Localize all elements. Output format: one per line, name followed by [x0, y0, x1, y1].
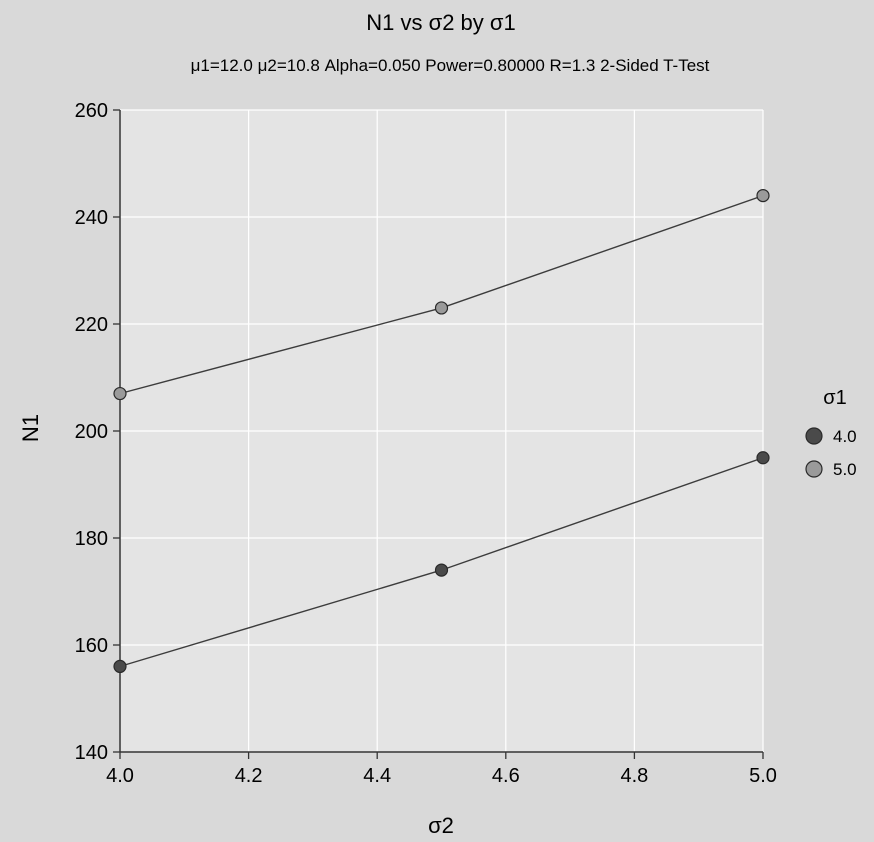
chart-subtitle: μ1=12.0 μ2=10.8 Alpha=0.050 Power=0.8000…: [191, 56, 710, 75]
legend-title: σ1: [823, 387, 846, 409]
x-tick-label: 5.0: [749, 765, 777, 787]
chart-title: N1 vs σ2 by σ1: [366, 10, 515, 35]
legend-marker: [805, 427, 823, 445]
series-layer: [113, 189, 770, 674]
y-tick-label: 140: [75, 742, 108, 764]
data-point-5-0: [434, 301, 449, 315]
x-tick-label: 4.0: [106, 765, 134, 787]
y-tick-label: 180: [75, 528, 108, 550]
x-tick-label: 4.8: [620, 765, 648, 787]
tick-labels: 140 160 180 200 220 240 260 4.0 4.2 4.4 4.6 4.8 5.0: [75, 100, 777, 787]
legend: σ1 4.0 5.0: [805, 387, 857, 479]
y-axis-label: N1: [18, 414, 43, 442]
data-point-5-0: [756, 189, 770, 203]
data-point-4-0: [434, 563, 449, 577]
legend-marker: [805, 460, 823, 478]
x-tick-label: 4.6: [492, 765, 520, 787]
y-tick-label: 260: [75, 100, 108, 122]
data-point-4-0: [113, 659, 127, 674]
x-tick-label: 4.2: [235, 765, 263, 787]
legend-entries: 4.0 5.0: [805, 427, 857, 479]
x-tick-label: 4.4: [363, 765, 391, 787]
y-tick-label: 160: [75, 635, 108, 657]
legend-label: 4.0: [833, 427, 857, 446]
x-axis-label: σ2: [428, 813, 454, 838]
legend-label: 5.0: [833, 460, 857, 479]
axes: [113, 109, 764, 759]
data-point-4-0: [756, 451, 770, 465]
data-point-5-0: [113, 386, 127, 401]
y-tick-label: 240: [75, 207, 108, 229]
y-tick-label: 200: [75, 421, 108, 443]
y-tick-label: 220: [75, 314, 108, 336]
